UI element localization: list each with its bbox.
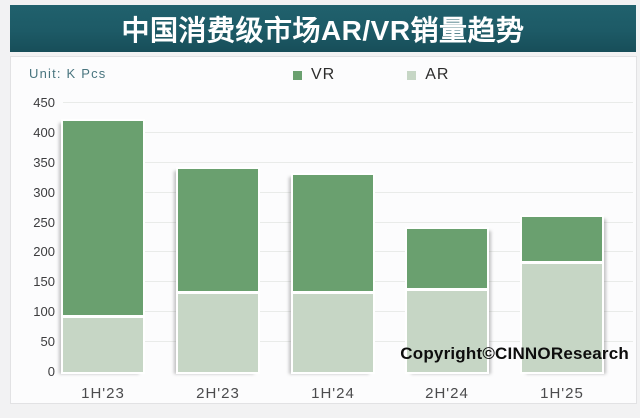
- y-tick-label-100: 100: [33, 304, 55, 320]
- title-bar: 中国消费级市场AR/VR销量趋势: [10, 5, 636, 52]
- bar-segment-vr: [178, 168, 258, 292]
- legend-swatch-vr-icon: [293, 70, 302, 80]
- bar-segment-vr: [63, 120, 143, 316]
- chart-title: 中国消费级市场AR/VR销量趋势: [121, 14, 525, 46]
- y-tick-label-250: 250: [33, 214, 55, 230]
- y-tick-label-450: 450: [33, 95, 55, 110]
- bar-2H23: [178, 168, 258, 372]
- copyright-text: Copyright©CINNOResearch: [400, 344, 629, 363]
- y-tick-label-200: 200: [33, 244, 55, 260]
- bar-segment-vr: [407, 228, 487, 289]
- gridline-400: [63, 131, 633, 133]
- legend-swatch-ar-icon: [407, 70, 417, 80]
- bar-segment-vr: [522, 216, 602, 262]
- bar-segment-vr: [293, 174, 373, 292]
- bar-1H25: [522, 216, 602, 372]
- bar-segment-ar: [522, 261, 602, 372]
- legend-item-vr: VR: [293, 66, 335, 84]
- unit-label: Unit: K Pcs: [29, 66, 107, 81]
- x-axis-label-2H24: 2H'24: [425, 385, 469, 402]
- plot-area: [63, 102, 633, 372]
- bar-segment-ar: [293, 291, 373, 372]
- gridline-350: [63, 161, 633, 163]
- y-tick-label-400: 400: [33, 124, 55, 140]
- bar-segment-ar: [63, 315, 143, 372]
- legend-label: VR: [311, 66, 336, 83]
- x-axis-label-2H23: 2H'23: [196, 385, 240, 402]
- chart-panel: Unit: K Pcs VR AR 450 400 350 300 250 200 150 10…: [10, 56, 637, 404]
- bar-segment-ar: [407, 288, 487, 372]
- x-axis-label-1H24: 1H'24: [311, 385, 355, 402]
- y-tick-label-0: 0: [47, 364, 55, 379]
- bar-2H24: [407, 228, 487, 372]
- x-axis-label-1H23: 1H'23: [81, 385, 125, 402]
- y-tick-label-150: 150: [33, 274, 55, 290]
- y-tick-label-300: 300: [33, 184, 55, 200]
- legend-label: AR: [425, 66, 450, 83]
- bar-1H23: [63, 120, 143, 372]
- gridline-450: [63, 102, 633, 103]
- legend: VR AR: [293, 66, 449, 84]
- y-tick-label-50: 50: [40, 334, 55, 350]
- bar-segment-ar: [178, 291, 258, 372]
- y-tick-label-350: 350: [33, 154, 55, 170]
- legend-item-ar: AR: [407, 66, 449, 84]
- x-axis-label-1H25: 1H'25: [540, 385, 584, 402]
- bar-1H24: [293, 174, 373, 372]
